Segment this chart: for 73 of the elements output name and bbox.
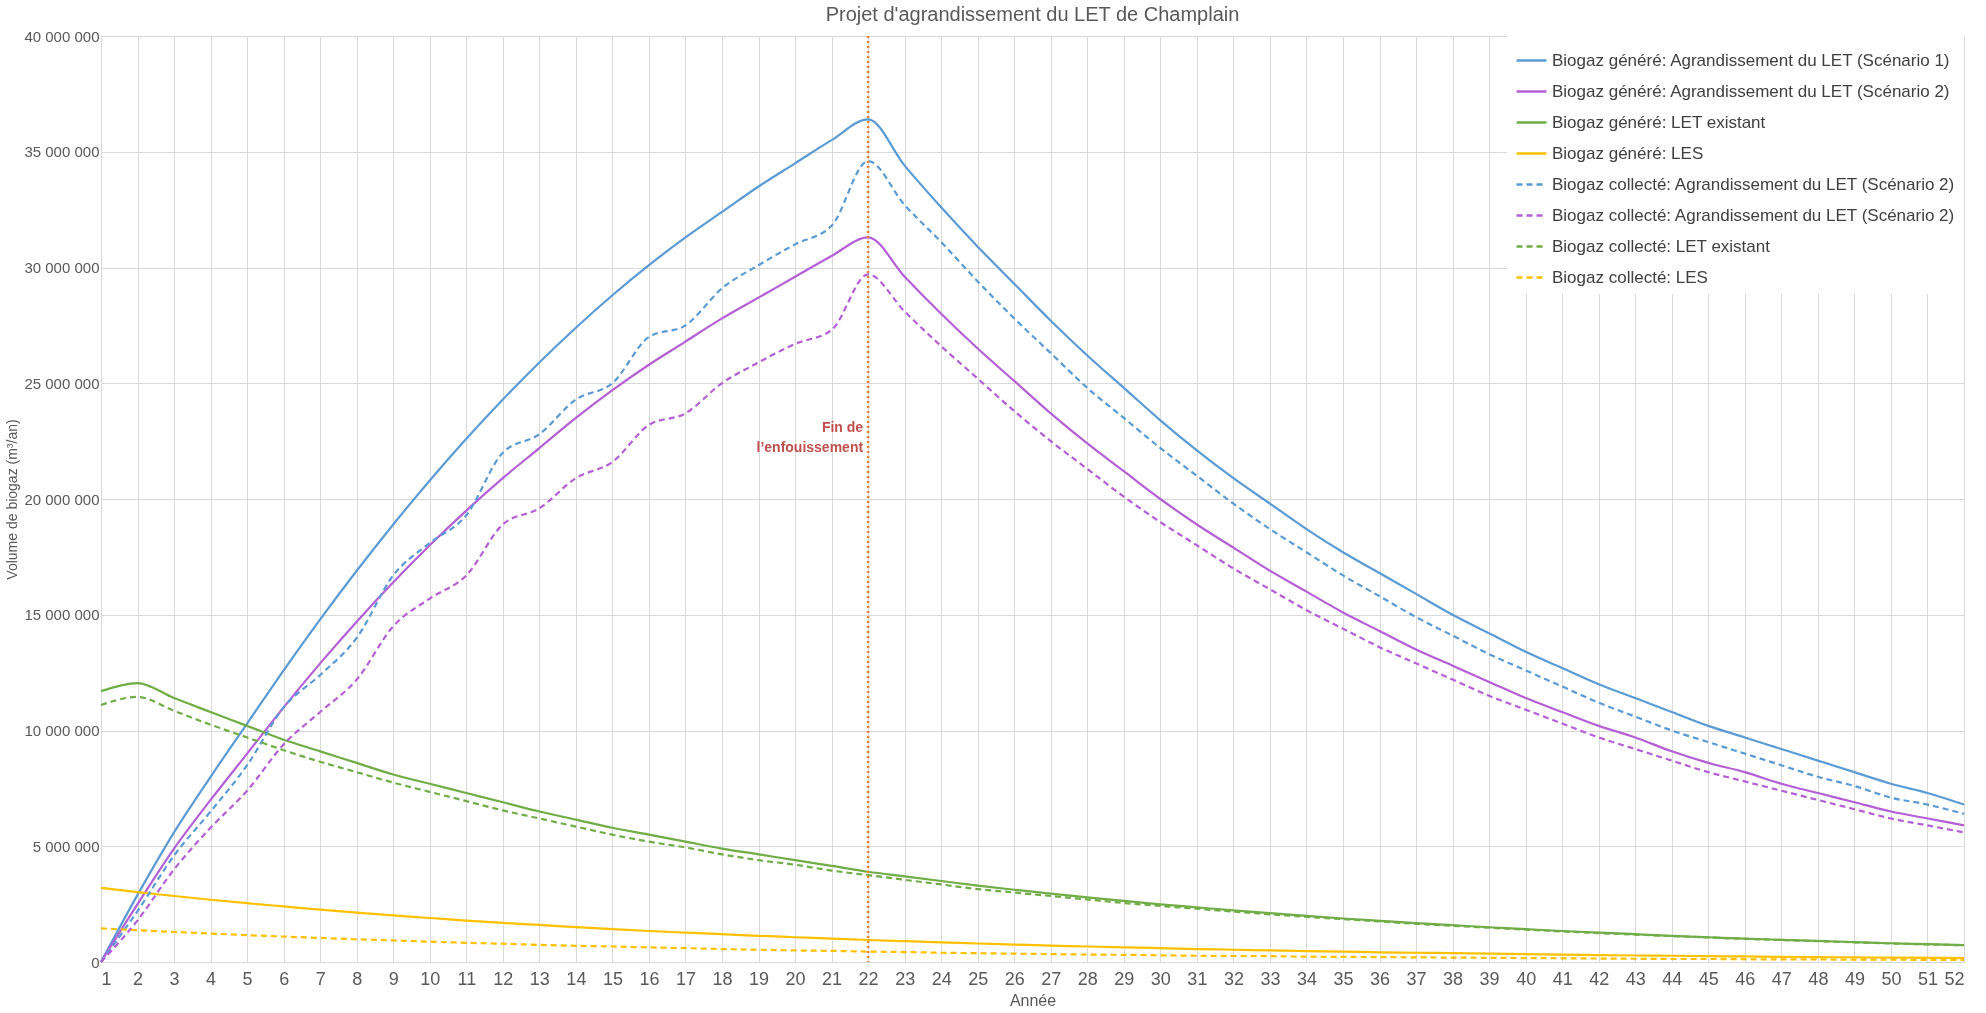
x-tick-label: 41: [1552, 968, 1573, 989]
x-tick-label: 18: [712, 968, 733, 989]
legend-label: Biogaz généré: Agrandissement du LET (Scénario 1): [1552, 50, 1950, 70]
ref-line-label: Fin de l’enfouissement: [756, 419, 864, 455]
y-tick-label: 5 000 000: [32, 837, 100, 855]
x-tick-label: 48: [1808, 968, 1829, 989]
x-tick-label: 32: [1223, 968, 1244, 989]
x-tick-label: 34: [1296, 968, 1317, 989]
x-tick-label: 7: [315, 968, 326, 989]
x-tick-label: 17: [675, 968, 696, 989]
x-tick-label: 46: [1735, 968, 1756, 989]
y-tick-label: 40 000 000: [24, 27, 100, 45]
legend-label: Biogaz collecté: LET existant: [1552, 236, 1771, 256]
y-tick-label: 0: [91, 953, 100, 971]
x-tick-label: 35: [1333, 968, 1354, 989]
x-tick-label: 4: [206, 968, 217, 989]
x-tick-label: 6: [279, 968, 290, 989]
x-tick-label: 23: [895, 968, 916, 989]
x-tick-label: 5: [242, 968, 253, 989]
x-tick-label: 40: [1516, 968, 1537, 989]
x-tick-label: 44: [1662, 968, 1683, 989]
x-tick-label: 31: [1187, 968, 1208, 989]
legend-label: Biogaz collecté: LES: [1552, 267, 1708, 287]
x-tick-label: 9: [388, 968, 399, 989]
legend-label: Biogaz collecté: Agrandissement du LET (Scénario 2): [1552, 174, 1955, 194]
x-tick-label: 16: [639, 968, 660, 989]
y-tick-label: 20 000 000: [24, 490, 100, 508]
x-tick-label: 8: [352, 968, 363, 989]
x-tick-label: 3: [169, 968, 180, 989]
y-tick-label: 10 000 000: [24, 722, 100, 739]
x-tick-label: 1: [101, 968, 112, 989]
x-tick-label: 47: [1771, 968, 1792, 989]
y-tick-label: 30 000 000: [24, 259, 100, 276]
x-tick-label: 37: [1406, 968, 1427, 989]
x-tick-label: 28: [1077, 968, 1098, 989]
x-tick-label: 50: [1881, 968, 1902, 989]
x-tick-label: 39: [1479, 968, 1500, 989]
x-tick-label: 11: [457, 968, 477, 989]
x-tick-label: 42: [1589, 968, 1610, 989]
x-tick-label: 27: [1041, 968, 1062, 989]
x-tick-label: 13: [529, 968, 550, 989]
y-tick-label: 35 000 000: [24, 143, 100, 161]
x-tick-label: 19: [749, 968, 770, 989]
x-tick-label: 22: [858, 968, 879, 989]
x-tick-label: 45: [1698, 968, 1719, 989]
x-tick-label: 25: [968, 968, 989, 989]
x-tick-label: 20: [785, 968, 806, 989]
x-tick-label: 36: [1370, 968, 1391, 989]
legend-label: Biogaz généré: LET existant: [1552, 112, 1766, 132]
x-tick-label: 21: [822, 968, 843, 989]
x-tick-label: 29: [1114, 968, 1135, 989]
x-tick-label: 14: [566, 968, 587, 989]
legend-label: Biogaz généré: Agrandissement du LET (Scénario 2): [1552, 81, 1950, 101]
x-tick-label: 10: [420, 968, 441, 989]
y-tick-label: 25 000 000: [24, 374, 100, 392]
x-tick-label: 26: [1004, 968, 1025, 989]
x-tick-label: 12: [493, 968, 514, 989]
x-tick-label: 24: [931, 968, 952, 989]
x-tick-label: 49: [1844, 968, 1865, 989]
legend-label: Biogaz généré: LES: [1552, 143, 1704, 163]
y-tick-label: 15 000 000: [24, 606, 100, 624]
x-tick-label: 51: [1917, 968, 1938, 989]
x-axis-title: Année: [1009, 991, 1057, 1009]
x-tick-label: 38: [1443, 968, 1464, 989]
x-tick-label: 30: [1150, 968, 1171, 989]
y-axis-title: Volume de biogaz (m³/an): [4, 419, 21, 580]
x-tick-label: 15: [602, 968, 623, 989]
x-tick-label: 2: [133, 968, 144, 989]
x-tick-label: 52: [1944, 968, 1965, 989]
x-tick-label: 33: [1260, 968, 1281, 989]
x-tick-label: 43: [1625, 968, 1646, 989]
legend-label: Biogaz collecté: Agrandissement du LET (Scénario 2): [1552, 205, 1955, 225]
chart-title: Projet d'agrandissement du LET de Champlain: [825, 3, 1240, 25]
